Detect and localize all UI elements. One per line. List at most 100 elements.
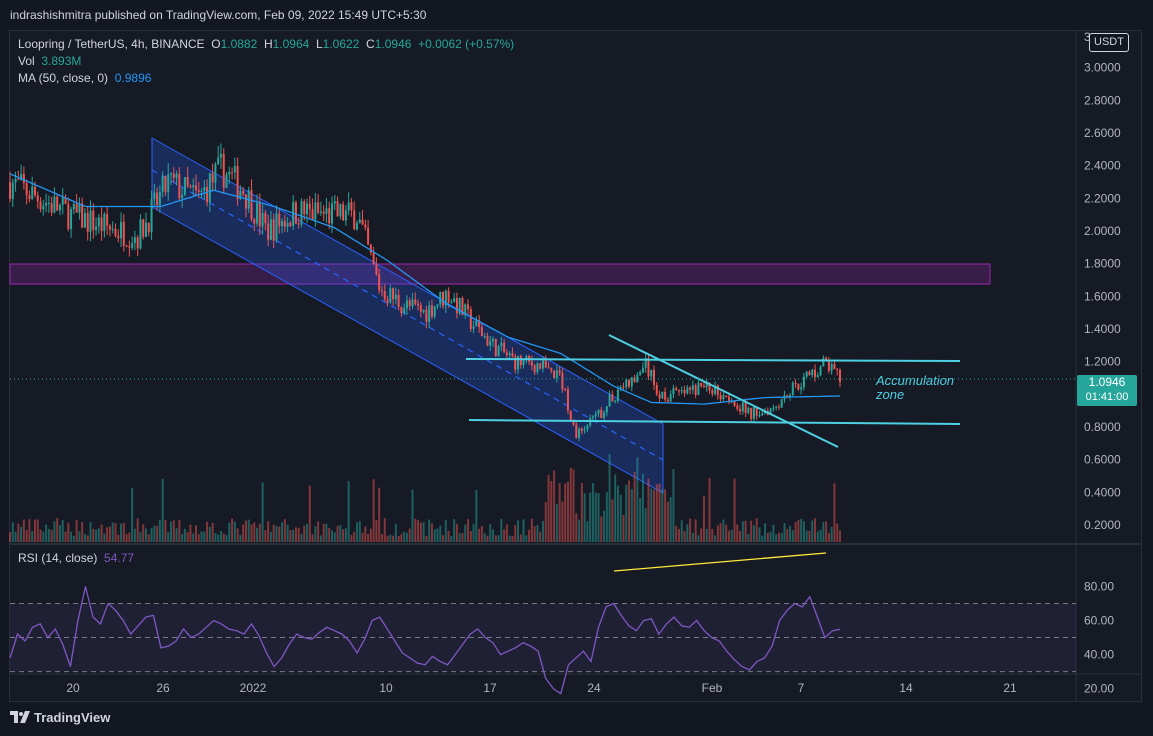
candle-body [281, 220, 284, 227]
volume-bar [114, 522, 117, 542]
volume-bar [389, 534, 392, 542]
volume-bar [242, 524, 245, 542]
candle-body [289, 222, 292, 226]
volume-bar [208, 526, 211, 542]
volume-bar [533, 526, 536, 542]
chart-frame[interactable] [9, 30, 1142, 702]
candle-body [253, 219, 256, 224]
candle-body [331, 203, 334, 224]
candle-body [691, 385, 694, 390]
candle-body [414, 299, 417, 304]
volume-bar [805, 530, 808, 542]
candle-body [683, 389, 686, 394]
candle-body [355, 223, 358, 230]
volume-bar [86, 535, 89, 542]
volume-bar [72, 535, 75, 542]
candle-body [42, 205, 45, 210]
candle-body [511, 353, 514, 357]
candle-body [558, 370, 561, 374]
footer-brand[interactable]: TradingView [10, 710, 110, 726]
candle-body [156, 192, 159, 206]
volume-bar [45, 524, 48, 542]
volume-bar [741, 521, 744, 542]
candle-body [561, 373, 564, 390]
candle-body [170, 173, 173, 175]
candle-body [777, 406, 780, 408]
candle-body [131, 242, 134, 248]
tradingview-logo-icon [10, 711, 30, 726]
volume-bar [403, 531, 406, 542]
candle-body [178, 173, 181, 199]
volume-bar [658, 483, 661, 542]
volume-bar [342, 529, 345, 542]
legend-symbol: Loopring / TetherUS, 4h, BINANCE [18, 37, 205, 51]
volume-bar [108, 526, 111, 542]
volume-bar [411, 489, 414, 542]
descending-channel [151, 137, 664, 494]
price-tick-label: 0.8000 [1084, 420, 1121, 434]
volume-bar [791, 530, 794, 542]
volume-bar [364, 526, 367, 542]
candle-body [100, 217, 103, 232]
volume-bar [142, 524, 145, 542]
candle-body [644, 358, 647, 368]
volume-bar [478, 528, 481, 542]
candle-body [53, 196, 56, 213]
volume-bar [769, 531, 772, 542]
volume-bar [14, 531, 17, 542]
volume-bar [580, 482, 583, 542]
volume-bar [378, 487, 381, 542]
candle-body [486, 336, 489, 346]
candle-body [411, 299, 414, 307]
candle-body [258, 202, 261, 227]
candle-body [95, 226, 98, 231]
volume-bar [442, 535, 445, 542]
volume-bar [447, 530, 450, 542]
candle-body [550, 368, 553, 371]
candle-body [672, 388, 675, 395]
annotation-line1: Accumulation [875, 373, 954, 388]
rsi-value: 54.77 [104, 551, 135, 565]
volume-bar [555, 503, 558, 542]
brand-name: TradingView [34, 710, 111, 725]
volume-bar [58, 525, 61, 542]
candle-body [750, 407, 753, 419]
volume-bar [197, 534, 200, 542]
volume-bar [641, 473, 644, 542]
candle-body [586, 425, 589, 430]
volume-bar [839, 530, 841, 542]
volume-bar [628, 480, 631, 542]
currency-button[interactable]: USDT [1089, 33, 1129, 52]
price-tick-label: 1.8000 [1084, 257, 1121, 271]
volume-bar [675, 525, 678, 542]
volume-bar [836, 523, 839, 542]
candle-body [497, 346, 500, 357]
volume-bar [497, 535, 500, 542]
volume-bar [372, 479, 375, 542]
candle-body [583, 429, 586, 431]
volume-bar [178, 519, 181, 542]
volume-bar [622, 514, 625, 542]
volume-bar [317, 521, 320, 542]
volume-bar [258, 523, 261, 542]
volume-bar [53, 521, 56, 542]
candle-body [572, 419, 575, 425]
volume-bar [67, 522, 70, 542]
last-price-badge: 1.0946 01:41:00 [1077, 375, 1137, 406]
candle-body [444, 290, 447, 306]
volume-bar [603, 510, 606, 542]
candle-body [219, 153, 222, 158]
candle-body [75, 203, 78, 213]
candle-body [819, 366, 822, 376]
volume-bar [697, 535, 700, 542]
volume-bar [297, 527, 300, 542]
volume-bar [217, 534, 220, 542]
candle-body [525, 356, 528, 360]
volume-bar [605, 492, 608, 542]
volume-bar [583, 493, 586, 542]
candle-body [433, 306, 436, 317]
volume-bar [677, 528, 680, 542]
volume-bar [422, 522, 425, 542]
volume-bar [633, 471, 636, 542]
